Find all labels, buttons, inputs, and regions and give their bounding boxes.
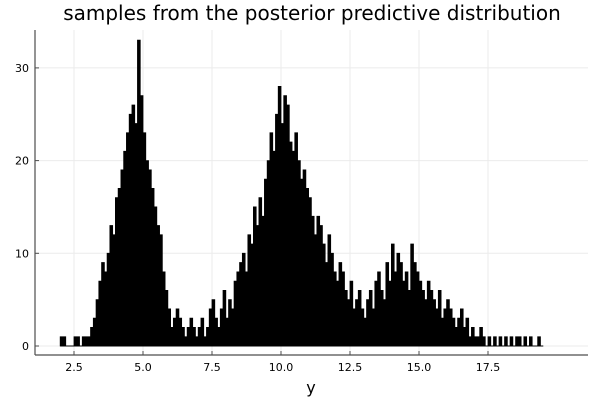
x-tick-label: 2.5 [65, 361, 83, 374]
x-tick-label: 7.5 [203, 361, 221, 374]
x-tick-label: 5.0 [134, 361, 152, 374]
y-axis-ticks: 0 10 20 30 [15, 62, 39, 353]
x-tick-label: 15.0 [407, 361, 432, 374]
x-tick-label: 17.5 [476, 361, 501, 374]
x-tick-label: 12.5 [338, 361, 363, 374]
x-axis-label: y [306, 378, 315, 397]
x-tick-label: 10.0 [269, 361, 294, 374]
chart-title: samples from the posterior predictive di… [63, 1, 561, 25]
y-tick-label: 30 [15, 62, 29, 75]
axes [34, 30, 588, 356]
y-tick-label: 20 [15, 155, 29, 168]
histogram-bar [59, 39, 544, 347]
y-tick-label: 10 [15, 247, 29, 260]
y-tick-label: 0 [22, 340, 29, 353]
histogram-bars [59, 39, 544, 347]
x-axis-ticks: 2.5 5.0 7.5 10.0 12.5 15.0 17.5 [65, 351, 500, 374]
